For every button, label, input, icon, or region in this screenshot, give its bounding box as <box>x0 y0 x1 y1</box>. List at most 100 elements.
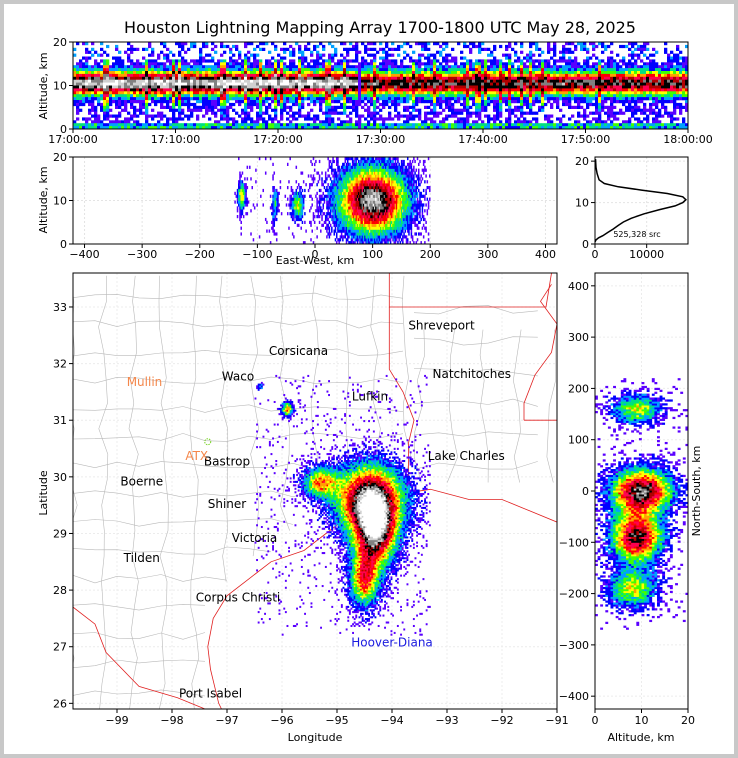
density-cell <box>277 123 281 127</box>
density-cell <box>319 42 323 46</box>
density-cell <box>172 114 176 118</box>
density-cell <box>421 79 425 83</box>
density-cell <box>610 42 614 46</box>
density-cell <box>289 71 293 75</box>
density-cell <box>178 62 182 66</box>
density-cell <box>106 62 110 66</box>
density-cell <box>292 91 296 95</box>
density-cell <box>508 59 512 63</box>
density-cell <box>637 79 641 83</box>
density-cell <box>505 85 509 89</box>
density-cell <box>151 114 155 118</box>
density-cell <box>481 100 485 104</box>
density-cell <box>151 85 155 89</box>
density-cell <box>436 88 440 92</box>
density-cell <box>562 56 566 60</box>
density-cell <box>184 82 188 86</box>
density-cell <box>619 126 623 130</box>
density-cell <box>328 65 332 69</box>
density-cell <box>430 65 434 69</box>
density-cell <box>505 102 509 107</box>
density-cell <box>115 82 119 86</box>
density-cell <box>370 102 374 107</box>
density-cell <box>97 79 101 83</box>
density-cell <box>331 53 335 57</box>
density-cell <box>454 85 458 89</box>
density-cell <box>322 94 326 98</box>
density-cell <box>79 79 83 83</box>
density-cell <box>580 47 584 51</box>
density-cell <box>106 68 110 72</box>
density-cell <box>478 44 482 49</box>
density-cell <box>625 88 629 92</box>
density-cell <box>73 76 77 80</box>
density-cell <box>124 73 128 78</box>
density-cell <box>184 42 188 46</box>
density-cell <box>196 100 200 104</box>
density-cell <box>187 76 191 80</box>
density-cell <box>550 97 554 101</box>
density-cell <box>226 85 230 89</box>
density-cell <box>499 79 503 83</box>
density-cell <box>505 79 509 83</box>
density-cell <box>103 59 107 63</box>
density-cell <box>655 76 659 80</box>
density-cell <box>628 73 632 78</box>
density-cell <box>274 47 278 51</box>
density-cell <box>457 73 461 78</box>
density-cell <box>97 91 101 95</box>
density-cell <box>535 65 539 69</box>
density-cell <box>520 65 524 69</box>
density-cell <box>604 44 608 49</box>
density-cell <box>88 56 92 60</box>
density-cell <box>240 212 242 216</box>
density-cell <box>181 42 185 46</box>
density-cell <box>325 94 329 98</box>
density-cell <box>553 59 557 63</box>
density-cell <box>178 50 182 54</box>
density-cell <box>592 79 596 83</box>
density-cell <box>490 82 494 86</box>
density-cell <box>241 203 244 207</box>
density-cell <box>274 100 278 104</box>
density-cell <box>178 59 182 63</box>
density-cell <box>436 85 440 89</box>
density-cell <box>73 68 77 72</box>
density-cell <box>439 126 443 130</box>
density-cell <box>682 62 686 66</box>
density-cell <box>679 85 683 89</box>
density-cell <box>226 91 230 95</box>
density-cell <box>246 197 249 201</box>
density-cell <box>646 62 650 66</box>
density-cell <box>424 91 428 95</box>
density-cell <box>118 97 122 101</box>
density-cell <box>547 88 551 92</box>
density-cell <box>337 59 341 63</box>
density-cell <box>424 71 428 75</box>
density-cell <box>460 120 464 124</box>
density-cell <box>193 62 197 66</box>
density-cell <box>517 85 521 89</box>
density-cell <box>484 97 488 101</box>
density-cell <box>682 88 686 92</box>
density-cell <box>577 88 581 92</box>
density-cell <box>586 88 590 92</box>
density-cell <box>250 82 254 86</box>
density-cell <box>682 91 686 95</box>
density-cell <box>229 105 233 109</box>
density-cell <box>280 76 284 80</box>
density-cell <box>196 68 200 72</box>
density-cell <box>487 53 491 57</box>
density-cell <box>313 120 317 124</box>
density-cell <box>316 68 320 72</box>
density-cell <box>187 82 191 86</box>
density-cell <box>616 88 620 92</box>
density-cell <box>235 194 238 198</box>
density-cell <box>451 94 455 98</box>
density-cell <box>466 76 470 80</box>
density-cell <box>352 105 356 109</box>
density-cell <box>430 68 434 72</box>
density-cell <box>205 123 209 127</box>
density-cell <box>508 79 512 83</box>
density-cell <box>538 88 542 92</box>
